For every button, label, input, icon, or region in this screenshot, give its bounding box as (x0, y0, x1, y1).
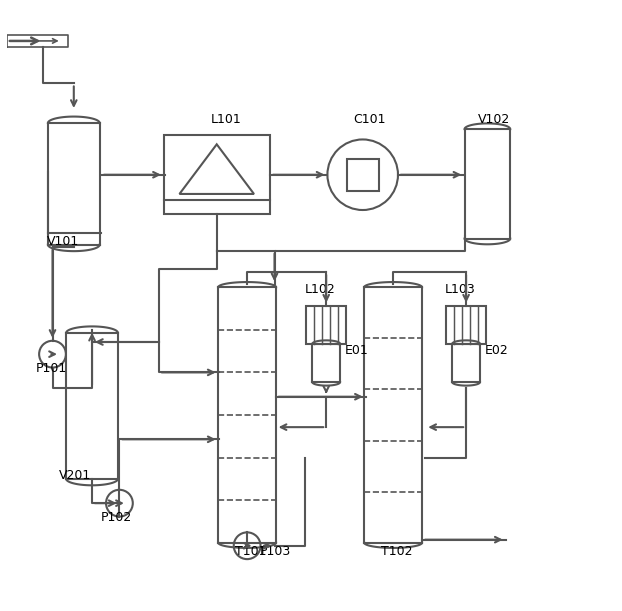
Text: P101: P101 (36, 362, 67, 375)
Text: L102: L102 (305, 284, 336, 296)
Text: T101: T101 (235, 545, 266, 558)
Bar (164, 135, 270, 214)
Text: L103: L103 (445, 284, 476, 296)
Bar (447, 306, 486, 344)
Text: E01: E01 (345, 344, 368, 357)
Text: T102: T102 (381, 545, 412, 558)
Text: E02: E02 (485, 344, 508, 357)
Text: P102: P102 (101, 511, 132, 524)
Bar (307, 306, 346, 344)
Text: P103: P103 (259, 545, 290, 558)
Text: V201: V201 (58, 469, 91, 482)
Text: C101: C101 (353, 113, 386, 126)
Text: V101: V101 (47, 235, 78, 247)
Text: L101: L101 (211, 113, 241, 126)
Bar (347, 159, 379, 191)
Text: V102: V102 (478, 113, 511, 126)
